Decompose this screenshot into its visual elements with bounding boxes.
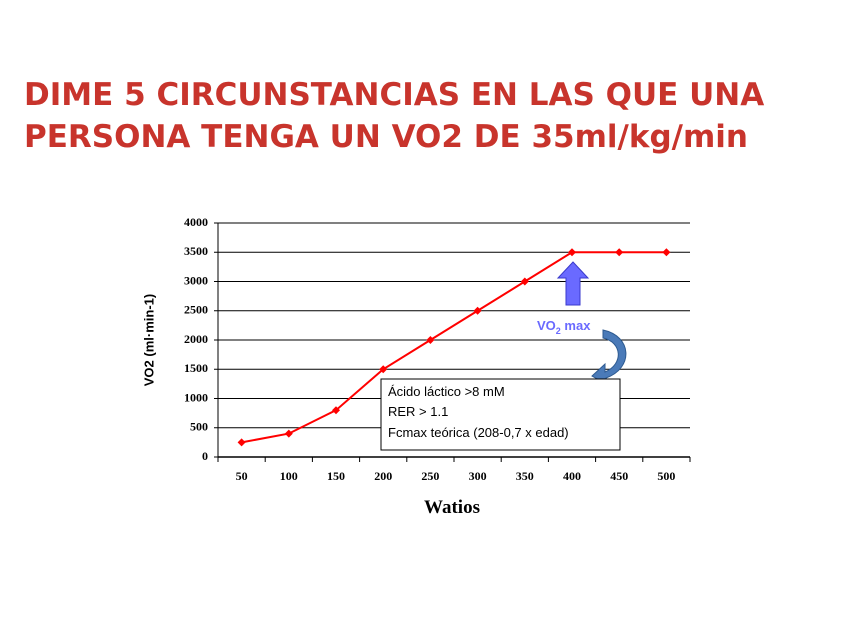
- y-tick-label: 2500: [184, 303, 208, 317]
- x-tick-label: 200: [374, 469, 392, 483]
- y-tick-label: 2000: [184, 332, 208, 346]
- point: [473, 306, 482, 315]
- annotation-text: max: [561, 318, 591, 333]
- y-tick-label: 3500: [184, 244, 208, 258]
- point: [237, 438, 246, 447]
- slide-title: PERSONA TENGA UN VO2 DE 35ml/kg/min: [24, 119, 748, 155]
- annotation-box: [380, 378, 621, 451]
- up-arrow: [556, 261, 590, 306]
- y-tick-label: 1000: [184, 390, 208, 404]
- x-tick-label: 100: [280, 469, 298, 483]
- annotation-subscript: 2: [556, 326, 561, 336]
- slide-title: DIME 5 CIRCUNSTANCIAS EN LAS QUE UNA: [24, 77, 764, 113]
- point: [379, 365, 388, 374]
- curved-arrow: [591, 329, 627, 388]
- x-tick-label: 500: [657, 469, 675, 483]
- point: [568, 248, 576, 257]
- x-tick-label: 300: [469, 469, 487, 483]
- point: [520, 277, 529, 286]
- y-tick-label: 4000: [184, 215, 208, 229]
- point: [332, 406, 340, 415]
- x-tick-label: 400: [563, 469, 581, 483]
- annotation-text: Fcmax teórica (208-0,7 x edad): [388, 425, 569, 440]
- y-axis-label: VO2 (ml·min-1): [141, 294, 156, 386]
- x-tick-label: 350: [516, 469, 534, 483]
- point: [615, 248, 624, 257]
- x-tick-label: 250: [421, 469, 439, 483]
- annotation-label: VO2 max: [537, 318, 591, 336]
- point: [284, 429, 293, 438]
- y-tick-label: 500: [190, 420, 208, 434]
- y-tick-label: 3000: [184, 273, 208, 287]
- point: [426, 336, 435, 344]
- x-axis-label: Watios: [424, 497, 480, 518]
- annotation-text: VO: [537, 318, 556, 333]
- annotation-text: Ácido láctico >8 mM: [388, 384, 505, 399]
- x-tick-label: 150: [327, 469, 345, 483]
- line: [241, 251, 667, 444]
- y-tick-label: 0: [202, 449, 208, 463]
- x-tick-label: 50: [236, 469, 248, 483]
- y-tick-label: 1500: [184, 361, 208, 375]
- x-tick-label: 450: [610, 469, 628, 483]
- point: [662, 248, 671, 257]
- annotation-text: RER > 1.1: [388, 404, 448, 419]
